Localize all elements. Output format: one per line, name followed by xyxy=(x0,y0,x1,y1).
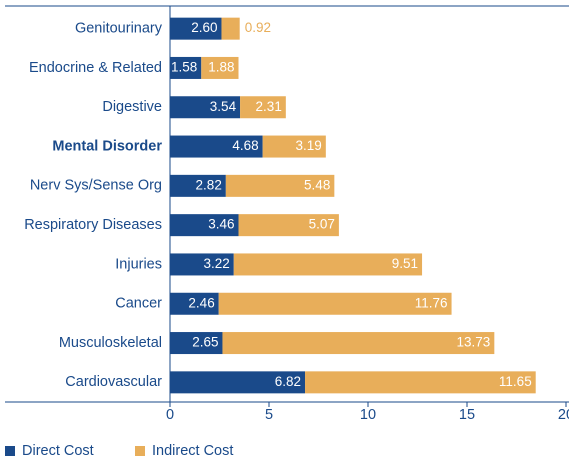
legend-label: Indirect Cost xyxy=(152,443,233,458)
bar-segment xyxy=(221,17,240,40)
legend-label: Direct Cost xyxy=(22,443,94,458)
value-label: 3.19 xyxy=(296,138,322,153)
value-label: 0.92 xyxy=(245,20,271,35)
category-label: Endocrine & Related xyxy=(29,60,162,76)
bar-segment xyxy=(170,371,306,394)
category-label: Musculoskeletal xyxy=(59,335,162,351)
bar-segment xyxy=(170,135,263,158)
category-label: Genitourinary xyxy=(75,20,163,36)
value-label: 1.58 xyxy=(171,60,197,75)
bar-segment xyxy=(222,332,495,355)
value-label: 3.22 xyxy=(203,256,229,271)
legend-swatch xyxy=(5,446,15,456)
bar-segment xyxy=(238,214,339,237)
category-label: Respiratory Diseases xyxy=(24,217,162,233)
bar-segment xyxy=(233,253,423,276)
x-tick-label: 20 xyxy=(558,407,569,423)
value-label: 4.68 xyxy=(232,138,258,153)
value-label: 3.54 xyxy=(210,99,237,114)
x-tick-label: 5 xyxy=(265,407,273,423)
value-label: 1.88 xyxy=(208,60,234,75)
x-tick-label: 15 xyxy=(459,407,475,423)
category-label: Cardiovascular xyxy=(65,374,162,390)
bar-segment xyxy=(170,214,239,237)
value-label: 2.65 xyxy=(192,335,218,350)
x-tick-label: 10 xyxy=(360,407,376,423)
category-label: Digestive xyxy=(102,99,162,115)
bar-segment xyxy=(262,135,326,158)
value-label: 11.76 xyxy=(415,295,448,310)
value-label: 2.46 xyxy=(188,295,214,310)
value-label: 2.60 xyxy=(191,20,217,35)
bar-segment xyxy=(218,292,452,315)
value-label: 2.82 xyxy=(196,177,222,192)
category-label: Nerv Sys/Sense Org xyxy=(30,178,162,194)
bar-segment xyxy=(170,292,219,315)
value-label: 13.73 xyxy=(457,335,491,350)
value-label: 9.51 xyxy=(392,256,418,271)
category-label: Injuries xyxy=(115,256,162,272)
value-label: 3.46 xyxy=(208,217,234,232)
bar-segment xyxy=(170,332,223,355)
bar-segment xyxy=(170,17,222,40)
bar-segment xyxy=(170,96,241,119)
category-label: Cancer xyxy=(115,296,162,312)
value-label: 6.82 xyxy=(275,374,301,389)
value-label: 11.65 xyxy=(499,374,532,389)
bar-segment xyxy=(170,174,226,197)
bar-segment xyxy=(201,56,239,79)
value-label: 5.07 xyxy=(309,217,335,232)
value-label: 5.48 xyxy=(304,177,330,192)
bar-segment xyxy=(240,96,286,119)
bar-segment xyxy=(170,253,234,276)
category-label: Mental Disorder xyxy=(52,138,162,154)
bar-segment xyxy=(305,371,536,394)
legend-swatch xyxy=(135,446,145,456)
value-label: 2.31 xyxy=(256,99,282,114)
bar-segment xyxy=(225,174,335,197)
x-tick-label: 0 xyxy=(166,407,174,423)
bar-segment xyxy=(170,56,202,79)
